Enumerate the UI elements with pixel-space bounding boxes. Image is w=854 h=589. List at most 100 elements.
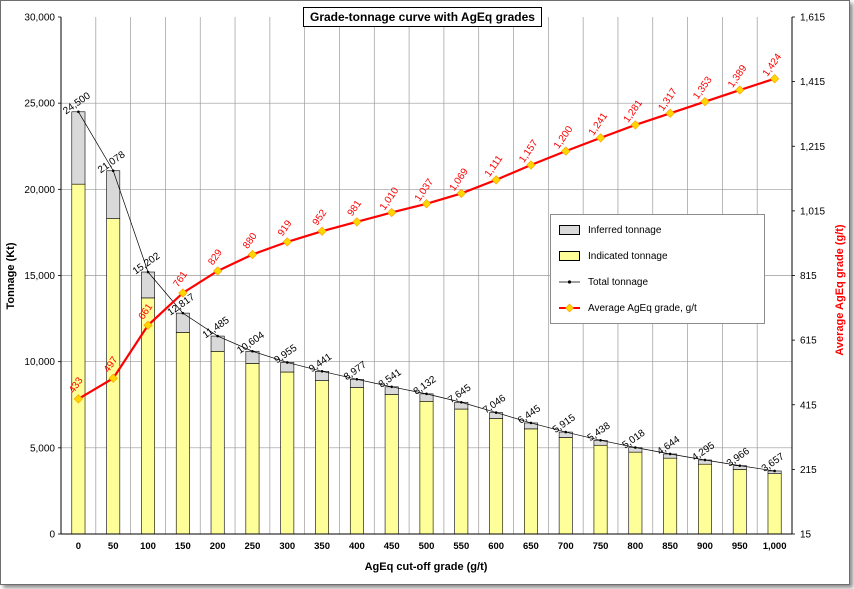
y-tick-label: 10,000 <box>24 357 55 368</box>
bar-indicated <box>384 394 399 535</box>
total-tonnage-point <box>738 464 742 467</box>
grade-point <box>143 320 153 330</box>
bar-indicated <box>628 451 643 535</box>
grade-point <box>108 373 118 383</box>
total-tonnage-point <box>285 361 289 364</box>
y2-tick-label: 1,215 <box>800 142 825 153</box>
total-tonnage-point <box>77 110 80 114</box>
x-tick-label: 400 <box>349 541 365 552</box>
lines <box>73 74 780 473</box>
legend-label-indicated: Indicated tonnage <box>588 250 668 262</box>
chart-legend: Inferred tonnage Indicated tonnage Total… <box>550 214 765 324</box>
bar-indicated <box>280 371 295 535</box>
legend-label-inferred: Inferred tonnage <box>588 224 662 236</box>
x-tick-label: 350 <box>314 541 330 552</box>
bar-indicated <box>175 332 190 535</box>
x-axis-title: AgEq cut-off grade (g/t) <box>365 561 488 573</box>
total-tonnage-point <box>390 385 393 389</box>
total-tonnage-point <box>355 377 359 381</box>
grade-point <box>421 199 432 209</box>
grade-point <box>282 237 292 247</box>
total-tonnage-point <box>251 349 254 353</box>
total-tonnage-point <box>320 370 324 373</box>
total-tonnage-point <box>146 270 150 274</box>
bar-indicated <box>558 437 573 535</box>
grade-point <box>735 85 745 95</box>
bar-indicated <box>524 428 538 535</box>
grade-point <box>73 394 84 404</box>
y-tick-label: 5,000 <box>30 443 55 454</box>
x-tick-label: 850 <box>662 541 678 552</box>
y-tick-label: 0 <box>49 530 55 541</box>
total-tonnage-point <box>529 421 533 425</box>
grade-point <box>561 146 571 156</box>
axes: 0 5,000 10,000 15,000 20,000 25,000 30,000 15 21… <box>24 13 825 553</box>
total-tonnage-point <box>181 311 185 315</box>
legend-marker-total <box>559 280 580 284</box>
y-tick-label: 20,000 <box>24 185 55 196</box>
total-tonnage-point <box>773 469 776 473</box>
total-tonnage-point <box>703 458 707 462</box>
grade-point <box>630 120 640 130</box>
y-tick-label: 25,000 <box>24 99 55 110</box>
total-tonnage-point <box>425 392 428 396</box>
x-tick-label: 600 <box>488 541 504 552</box>
x-tick-label: 1,000 <box>763 541 787 552</box>
grade-point <box>317 226 327 236</box>
legend-swatch-inferred <box>559 225 580 235</box>
total-tonnage-point <box>494 411 498 414</box>
x-tick-label: 300 <box>279 541 295 552</box>
bar-indicated <box>419 401 434 535</box>
grade-point <box>700 97 710 107</box>
legend-marker-grade <box>559 303 580 313</box>
grade-point <box>456 188 466 199</box>
bar-inferred <box>71 111 86 185</box>
legend-swatch-indicated <box>559 251 580 261</box>
grade-point <box>213 266 223 276</box>
total-tonnage-point <box>634 446 637 449</box>
grade-point <box>352 217 362 227</box>
bar-indicated <box>315 380 329 535</box>
bar-indicated <box>245 363 260 535</box>
bar-indicated <box>698 463 712 535</box>
x-tick-label: 900 <box>697 541 713 552</box>
x-tick-label: 800 <box>627 541 643 552</box>
bar-indicated <box>489 418 504 535</box>
x-tick-label: 550 <box>453 541 469 552</box>
x-tick-label: 750 <box>593 541 609 552</box>
legend-item-grade: Average AgEq grade, g/t <box>559 299 697 317</box>
y-tick-label: 30,000 <box>24 13 55 24</box>
grade-point <box>595 133 606 143</box>
legend-label-total: Total tonnage <box>588 276 649 288</box>
bar-indicated <box>663 457 678 535</box>
x-tick-label: 50 <box>108 541 119 552</box>
y-tick-label: 15,000 <box>24 271 55 282</box>
grade-point <box>665 108 675 118</box>
total-tonnage-point <box>216 334 219 338</box>
y2-tick-label: 1,615 <box>800 13 825 24</box>
y2-tick-label: 15 <box>800 530 812 541</box>
grade-point <box>178 288 188 298</box>
y2-tick-label: 615 <box>800 336 817 347</box>
bar-indicated <box>349 387 364 535</box>
grade-point <box>769 74 780 84</box>
total-tonnage-point <box>111 169 115 173</box>
chart-title: Grade-tonnage curve with AgEq grades <box>303 7 542 27</box>
bar-indicated <box>71 183 86 535</box>
bar-inferred <box>141 271 155 299</box>
total-tonnage-point <box>599 438 602 442</box>
x-tick-label: 100 <box>140 541 156 552</box>
legend-item-total: Total tonnage <box>559 273 648 291</box>
y2-axis-title: Average AgEq grade (g/t) <box>834 224 846 356</box>
bar-indicated <box>732 469 747 535</box>
total-tonnage-point <box>564 430 568 434</box>
x-tick-label: 700 <box>558 541 574 552</box>
y2-tick-label: 215 <box>800 465 817 476</box>
x-tick-label: 250 <box>245 541 261 552</box>
grade-point <box>491 175 501 185</box>
y2-tick-label: 1,415 <box>800 77 825 88</box>
total-tonnage-point <box>668 452 672 456</box>
x-tick-label: 0 <box>76 541 81 552</box>
legend-label-grade: Average AgEq grade, g/t <box>588 302 697 314</box>
x-tick-label: 650 <box>523 541 539 552</box>
